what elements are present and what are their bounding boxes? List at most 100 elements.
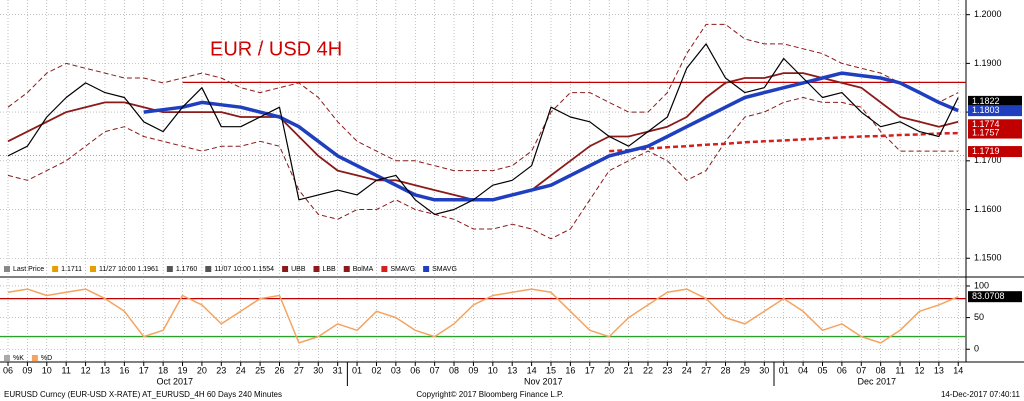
- x-tick-label: 09: [468, 365, 478, 375]
- y-tick-label: 1.1600: [974, 204, 1002, 214]
- x-tick-label: 23: [216, 365, 226, 375]
- legend-label: 11/07 10:00 1.1554: [214, 266, 274, 273]
- legend-label: %D: [41, 355, 52, 362]
- month-label: Oct 2017: [157, 376, 194, 386]
- x-tick-label: 27: [701, 365, 711, 375]
- y-tick-label: 100: [974, 280, 989, 290]
- x-tick-label: 15: [546, 365, 556, 375]
- x-tick-label: 07: [430, 365, 440, 375]
- x-tick-label: 25: [255, 365, 265, 375]
- x-tick-label: 02: [371, 365, 381, 375]
- price-label-box: [968, 127, 1022, 139]
- legend-swatch: [381, 266, 388, 272]
- x-tick-label: 26: [274, 365, 284, 375]
- legend-label: SMAVG: [432, 266, 457, 273]
- y-tick-label: 1.2000: [974, 9, 1002, 19]
- footer-center: Copyright© 2017 Bloomberg Finance L.P.: [416, 390, 563, 399]
- x-tick-label: 11: [62, 365, 71, 375]
- price-label-box: [968, 291, 1022, 303]
- legend-swatch: [90, 266, 97, 272]
- x-tick-label: 13: [100, 365, 110, 375]
- legend-swatch: [205, 266, 212, 272]
- legend-swatch: [282, 266, 289, 272]
- series-line: [7, 43, 959, 215]
- legend-label: %K: [13, 355, 24, 362]
- x-tick-label: 10: [488, 365, 498, 375]
- legend-swatch: [343, 266, 350, 272]
- legend-label: 11/27 10:00 1.1961: [99, 266, 159, 273]
- x-tick-label: 07: [856, 365, 866, 375]
- x-tick-label: 20: [604, 365, 614, 375]
- x-tick-label: 31: [333, 365, 343, 375]
- legend-swatch: [4, 266, 10, 272]
- x-tick-label: 04: [798, 365, 808, 375]
- x-tick-label: 14: [953, 365, 963, 375]
- x-tick-label: 13: [934, 365, 944, 375]
- x-tick-label: 12: [81, 365, 91, 375]
- x-tick-label: 16: [119, 365, 129, 375]
- x-tick-label: 17: [585, 365, 595, 375]
- x-tick-label: 08: [449, 365, 459, 375]
- legend-label: UBB: [291, 266, 306, 273]
- y-tick-label: 1.1500: [974, 253, 1002, 263]
- x-tick-label: 18: [158, 365, 168, 375]
- x-tick-label: 09: [22, 365, 32, 375]
- price-label: 1.1822: [972, 96, 1000, 106]
- series-line: [143, 71, 959, 202]
- x-tick-label: 01: [779, 365, 789, 375]
- series-line: [7, 23, 959, 172]
- x-tick-label: 08: [876, 365, 886, 375]
- x-tick-label: 06: [837, 365, 847, 375]
- x-tick-label: 24: [682, 365, 692, 375]
- x-tick-label: 20: [197, 365, 207, 375]
- x-tick-label: 06: [410, 365, 420, 375]
- legend-label: 1.1760: [176, 266, 198, 273]
- y-tick-label: 0: [974, 344, 979, 354]
- x-tick-label: 01: [352, 365, 362, 375]
- price-label: 83.0708: [972, 291, 1005, 301]
- legend-swatch: [4, 355, 10, 361]
- x-tick-label: 14: [527, 365, 537, 375]
- legend-swatch: [52, 266, 59, 272]
- x-tick-label: 30: [313, 365, 323, 375]
- x-tick-label: 23: [662, 365, 672, 375]
- x-tick-label: 27: [294, 365, 304, 375]
- price-label: 1.1757: [972, 127, 1000, 137]
- chart-title: EUR / USD 4H: [210, 38, 342, 60]
- x-tick-label: 03: [391, 365, 401, 375]
- legend-label: SMAVG: [390, 266, 415, 273]
- x-tick-label: 11: [895, 365, 904, 375]
- month-label: Dec 2017: [858, 376, 897, 386]
- price-label-box: [968, 119, 1022, 131]
- series-line: [7, 288, 959, 344]
- x-tick-label: 30: [759, 365, 769, 375]
- price-label-box: [968, 95, 1022, 107]
- x-tick-label: 19: [178, 365, 188, 375]
- y-tick-label: 50: [974, 312, 984, 322]
- legend-label: BolMA: [353, 266, 374, 273]
- x-tick-label: 21: [624, 365, 634, 375]
- legend-swatch: [166, 266, 173, 272]
- x-tick-label: 06: [3, 365, 13, 375]
- x-tick-label: 16: [565, 365, 575, 375]
- price-label-box: [968, 105, 1022, 117]
- x-tick-label: 28: [721, 365, 731, 375]
- price-label-box: [968, 146, 1022, 158]
- legend-label: LBB: [323, 266, 337, 273]
- legend-swatch: [31, 355, 38, 361]
- legend-swatch: [423, 266, 430, 272]
- x-tick-label: 29: [740, 365, 750, 375]
- legend-swatch: [313, 266, 320, 272]
- month-label: Nov 2017: [524, 376, 563, 386]
- footer-right: 14-Dec-2017 07:40:11: [941, 390, 1021, 399]
- x-tick-label: 22: [643, 365, 653, 375]
- price-label: 1.1719: [972, 146, 1000, 156]
- legend-label: 1.1711: [61, 266, 82, 273]
- y-tick-label: 1.1700: [974, 155, 1002, 165]
- x-tick-label: 24: [236, 365, 246, 375]
- series-line: [609, 131, 959, 153]
- series-line: [7, 97, 959, 240]
- x-tick-label: 05: [817, 365, 827, 375]
- price-label: 1.1803: [972, 105, 1000, 115]
